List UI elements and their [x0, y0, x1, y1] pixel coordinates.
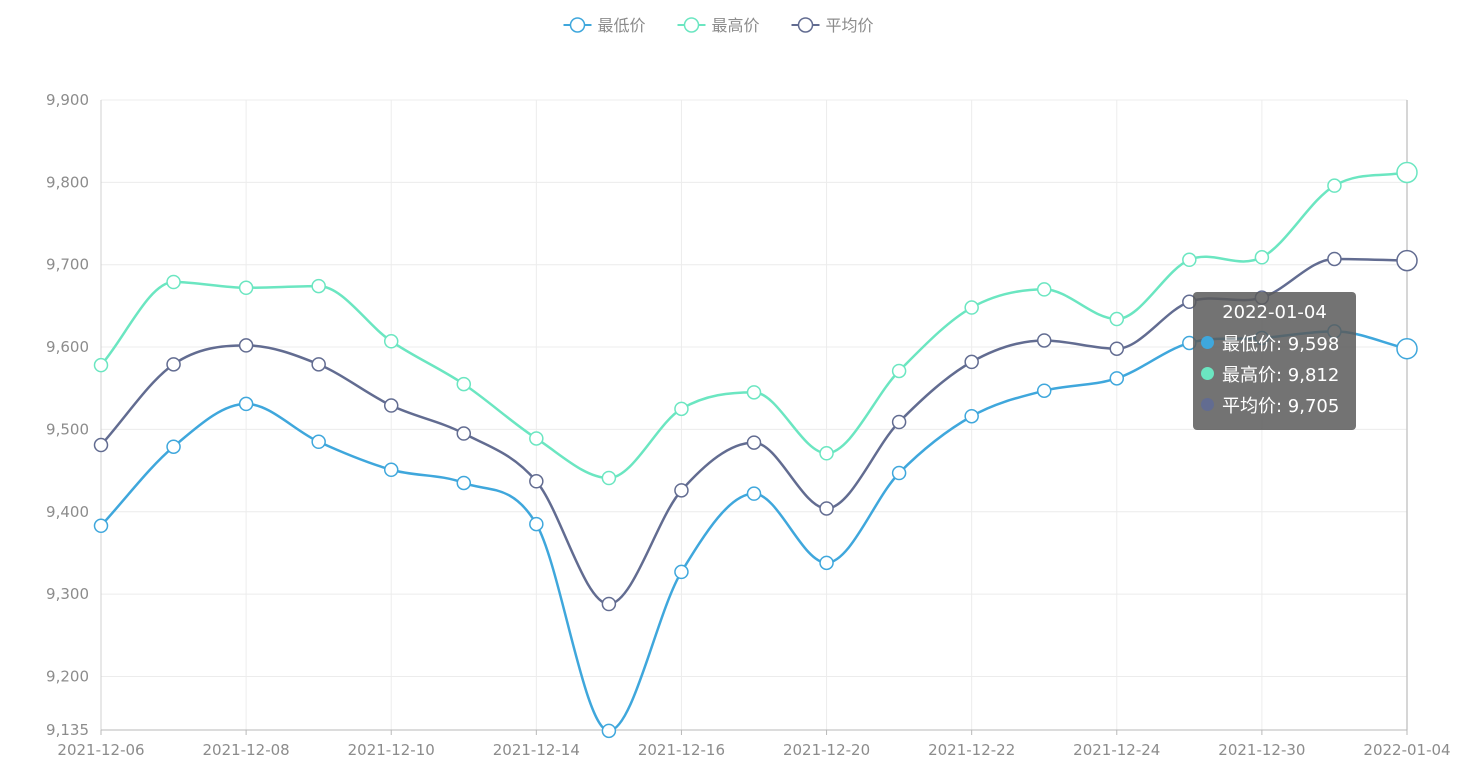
- data-point: [674, 483, 689, 498]
- data-point: [93, 518, 109, 534]
- tooltip-title: 2022-01-04: [1222, 302, 1327, 323]
- data-point: [166, 274, 181, 290]
- data-point: [456, 376, 472, 392]
- data-point: [674, 564, 689, 580]
- legend-item[interactable]: 最低价: [563, 16, 646, 35]
- y-tick-label: 9,700: [46, 256, 89, 274]
- series-dot-icon: [1201, 336, 1214, 349]
- data-point: [964, 300, 979, 315]
- series-dot-icon: [1201, 367, 1214, 380]
- tooltip-row: 最高价: 9,812: [1201, 358, 1348, 389]
- data-point: [1327, 178, 1342, 193]
- legend-item[interactable]: 平均价: [791, 16, 874, 35]
- data-point: [383, 462, 399, 478]
- x-tick-label: 2022-01-04: [1363, 741, 1450, 759]
- data-point: [1396, 249, 1418, 272]
- x-tick-label: 2021-12-24: [1073, 741, 1160, 759]
- data-point: [1396, 337, 1418, 360]
- data-point: [93, 357, 109, 373]
- data-point: [1109, 341, 1125, 356]
- legend-circle-icon: [797, 17, 814, 33]
- y-tick-label: 9,300: [46, 585, 89, 603]
- data-point: [529, 474, 544, 489]
- legend-label: 最高价: [712, 16, 760, 35]
- data-point: [238, 338, 254, 353]
- data-point: [601, 596, 617, 612]
- data-point: [674, 401, 689, 417]
- legend-label: 最低价: [598, 16, 646, 35]
- y-tick-label: 9,800: [46, 173, 89, 191]
- data-point: [891, 465, 907, 481]
- data-point: [746, 385, 762, 400]
- series: [93, 161, 1418, 739]
- tooltip-row-text: 最高价: 9,812: [1222, 364, 1340, 386]
- data-point: [1109, 311, 1125, 327]
- legend-label: 平均价: [826, 16, 874, 35]
- axes: 9,135 9,200 9,300 9,400 9,500 9,600 9,700 9,800…: [46, 91, 1451, 759]
- data-point: [964, 408, 979, 424]
- data-point: [746, 435, 762, 450]
- data-point: [746, 486, 762, 501]
- data-point: [166, 357, 181, 372]
- tooltip-row: 最低价: 9,598: [1201, 327, 1348, 358]
- y-tick-label: 9,600: [46, 338, 89, 356]
- tooltip-row-text: 平均价: 9,705: [1222, 395, 1340, 417]
- series-dot-icon: [1201, 398, 1214, 411]
- legend[interactable]: 最低价 最高价 平均价: [563, 16, 874, 35]
- data-point: [166, 439, 181, 454]
- data-point: [383, 398, 399, 413]
- x-tick-label: 2021-12-16: [638, 741, 725, 759]
- data-point: [819, 501, 834, 516]
- data-point: [529, 431, 544, 446]
- data-point: [456, 426, 472, 441]
- data-point: [1036, 333, 1052, 348]
- y-tick-label: 9,400: [46, 503, 89, 521]
- data-point: [238, 396, 254, 412]
- data-point: [456, 475, 472, 491]
- data-point: [601, 470, 617, 486]
- x-tick-label: 2021-12-08: [203, 741, 290, 759]
- x-tick-label: 2021-12-20: [783, 741, 870, 759]
- data-point: [1036, 383, 1052, 398]
- data-point: [819, 446, 834, 461]
- tooltip-row: 平均价: 9,705: [1201, 389, 1348, 420]
- data-point: [1109, 371, 1125, 386]
- data-point: [1182, 252, 1197, 268]
- data-point: [529, 516, 544, 532]
- y-tick-label: 9,200: [46, 667, 89, 685]
- data-point: [1036, 282, 1052, 297]
- data-point: [1327, 251, 1342, 267]
- legend-circle-icon: [683, 17, 700, 33]
- y-tick-label: 9,135: [46, 721, 89, 739]
- data-point: [891, 363, 907, 379]
- data-point: [964, 354, 979, 370]
- legend-item[interactable]: 最高价: [677, 16, 760, 35]
- tooltip-row-text: 最低价: 9,598: [1222, 333, 1340, 355]
- y-tick-label: 9,500: [46, 420, 89, 438]
- tooltip: 2022-01-04 最低价: 9,598 最高价: 9,812 平均价: 9,…: [1193, 292, 1356, 430]
- x-tick-label: 2021-12-30: [1218, 741, 1305, 759]
- x-tick-label: 2021-12-06: [57, 741, 144, 759]
- data-point: [383, 334, 399, 349]
- x-tick-label: 2021-12-22: [928, 741, 1015, 759]
- x-tick-label: 2021-12-14: [493, 741, 580, 759]
- data-point: [311, 357, 326, 372]
- legend-circle-icon: [569, 17, 586, 33]
- data-point: [238, 280, 254, 296]
- x-tick-label: 2021-12-10: [348, 741, 435, 759]
- data-point: [601, 723, 617, 739]
- data-point: [1254, 250, 1270, 265]
- y-tick-label: 9,900: [46, 91, 89, 109]
- data-point: [311, 278, 326, 294]
- data-point: [311, 434, 326, 450]
- data-point: [891, 414, 907, 430]
- data-point: [93, 437, 109, 453]
- data-point: [1396, 161, 1418, 184]
- data-point: [819, 555, 834, 571]
